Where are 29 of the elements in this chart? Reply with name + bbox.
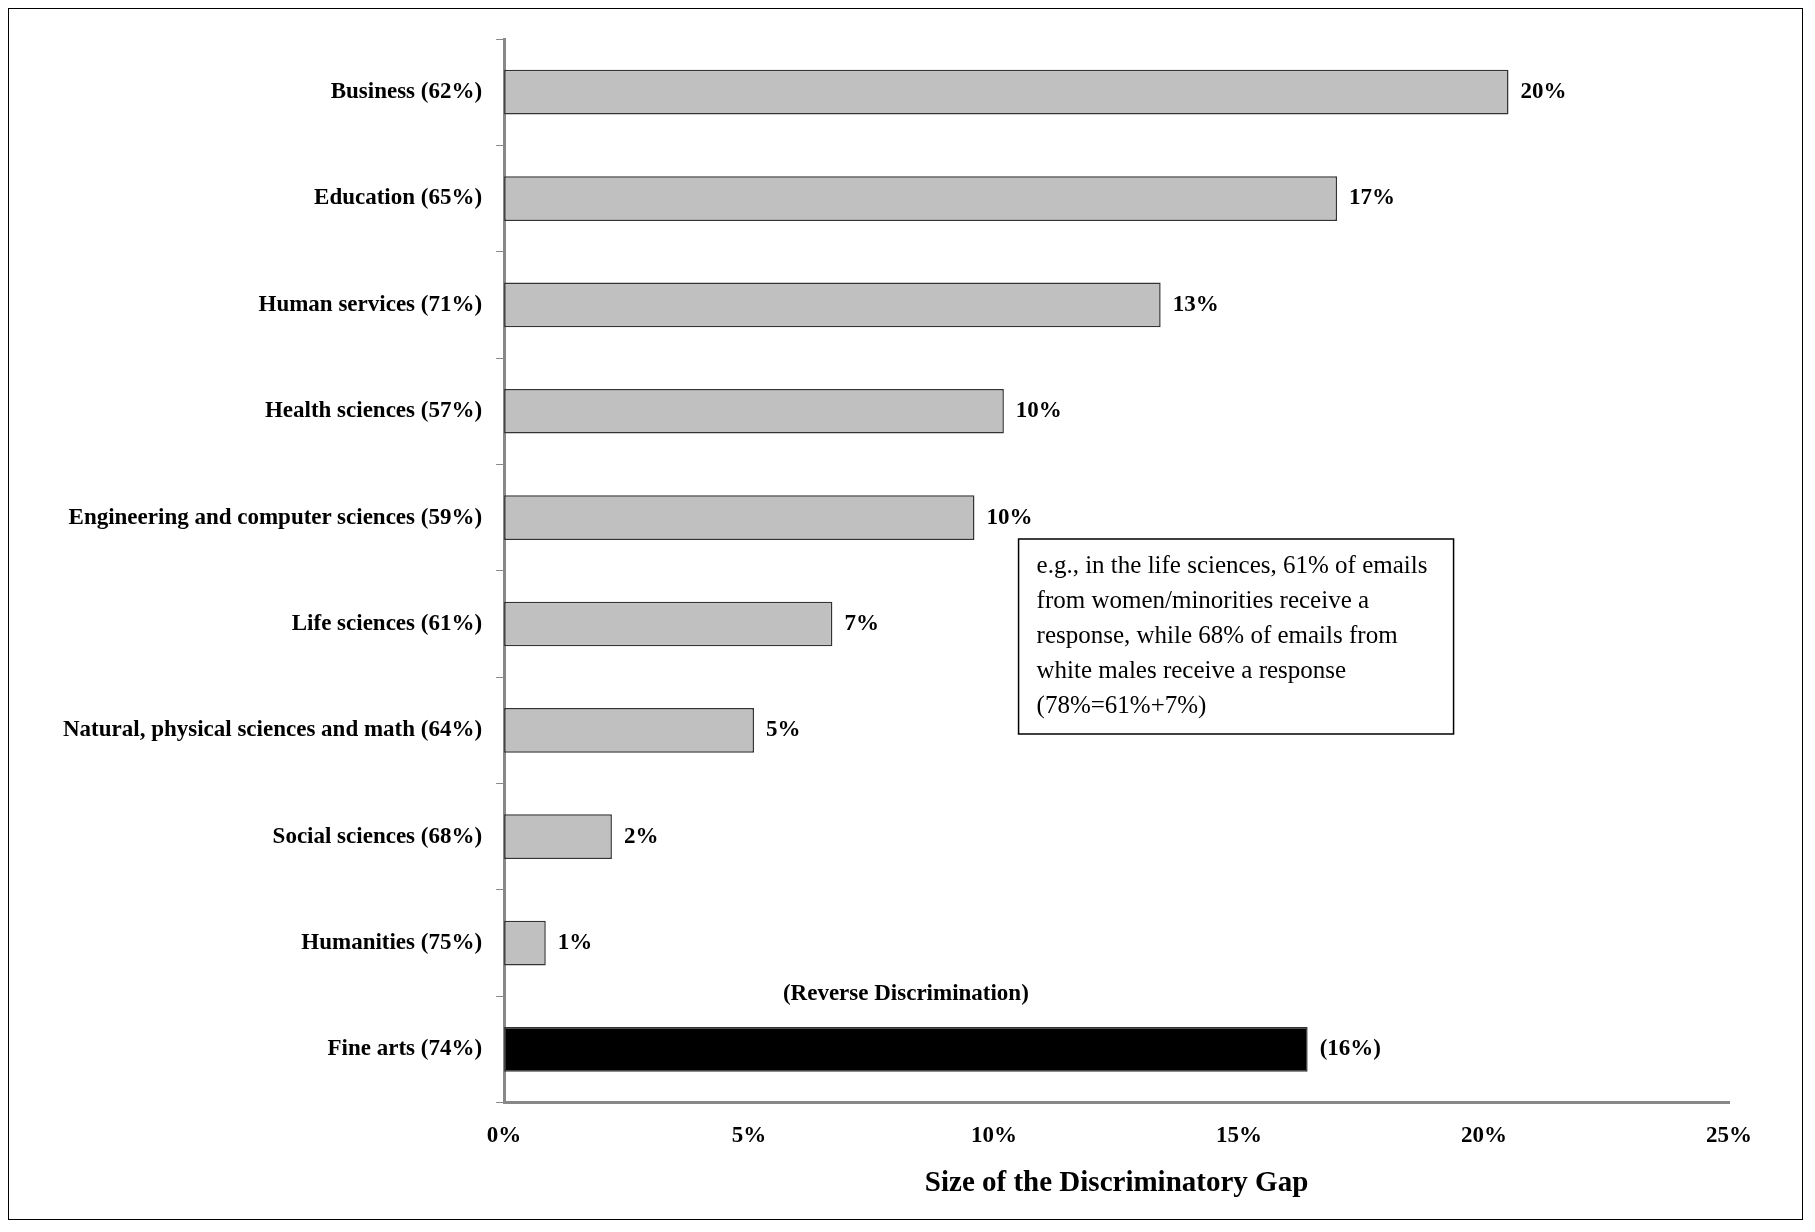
x-tick-label: 0% <box>486 1122 522 1148</box>
y-tick-label: Natural, physical sciences and math (64%) <box>62 716 483 742</box>
y-tick-label: Engineering and computer sciences (59%) <box>68 503 483 529</box>
data-label: 20% <box>1520 78 1567 104</box>
y-tick-label: Business (62%) <box>330 78 483 104</box>
y-tick-label: Life sciences (61%) <box>291 609 483 635</box>
y-tick-label: Humanities (75%) <box>301 929 483 954</box>
x-tick-label: 20% <box>1461 1122 1508 1148</box>
x-axis-title: Size of the Discriminatory Gap <box>924 1165 1309 1198</box>
y-tick-label: Health sciences (57%) <box>264 397 483 423</box>
y-tick-label: Human services (71%) <box>258 290 483 316</box>
y-tick-label: Education (65%) <box>314 184 483 210</box>
annotation: e.g., in the life sciences, 61% of emails from women/minorities receive a response, while 68% of emails from white males receive a response (78%=61%+7%) <box>1036 550 1428 719</box>
data-label: 2% <box>623 822 659 848</box>
data-label: 13% <box>1172 290 1219 316</box>
data-label: 10% <box>1015 397 1062 423</box>
data-label: 7% <box>844 609 879 635</box>
data-label: 5% <box>765 716 801 742</box>
data-label: (16%) <box>1319 1035 1381 1061</box>
data-label: 10% <box>986 503 1033 529</box>
x-tick-label: 10% <box>971 1122 1018 1148</box>
y-tick-label: Social sciences (68%) <box>272 822 483 848</box>
data-label: 1% <box>557 929 593 954</box>
annotation: (Reverse Discrimination) <box>782 980 1029 1006</box>
y-tick-label: Fine arts (74%) <box>327 1035 483 1061</box>
x-tick-label: 25% <box>1706 1122 1752 1148</box>
x-tick-label: 15% <box>1216 1122 1263 1148</box>
x-tick-label: 5% <box>731 1122 767 1148</box>
data-label: 17% <box>1349 184 1396 210</box>
